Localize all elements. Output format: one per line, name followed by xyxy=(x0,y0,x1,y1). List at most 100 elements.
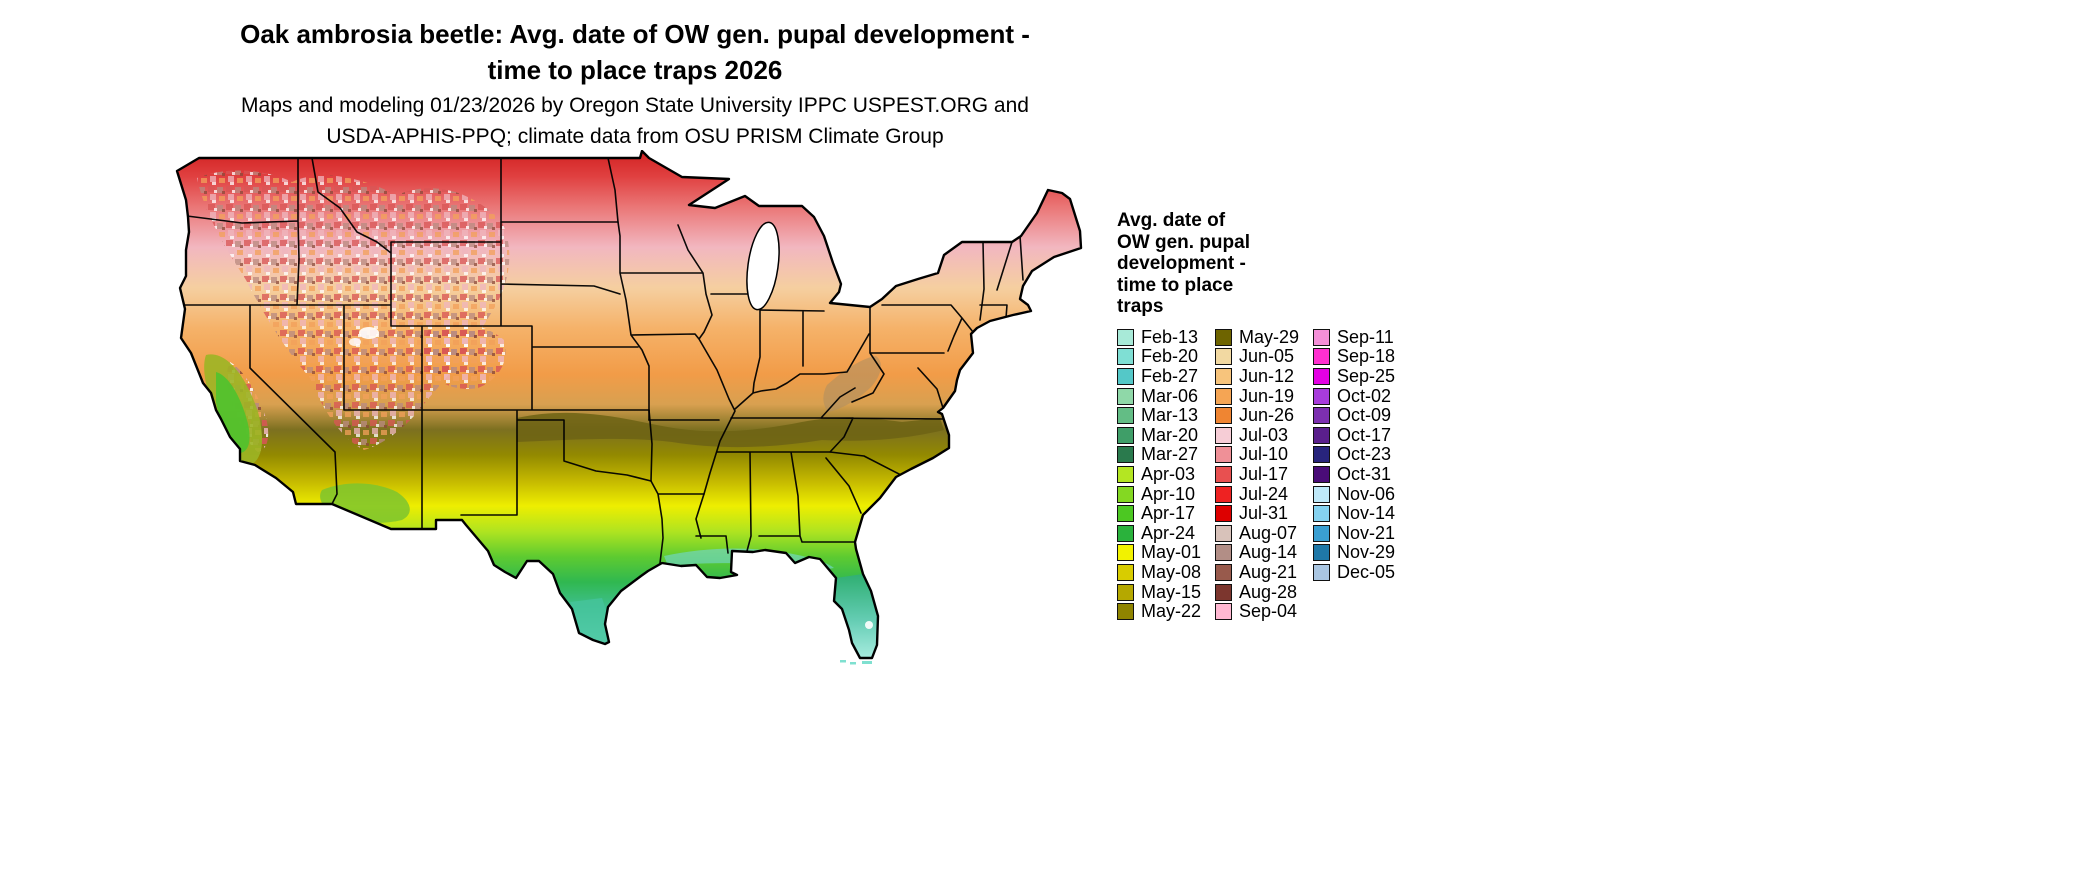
legend-swatch xyxy=(1117,465,1134,483)
legend-entry-label: Mar-13 xyxy=(1141,405,1199,426)
legend-entry: Jul-31 xyxy=(1215,503,1304,524)
legend-entry-label: Oct-02 xyxy=(1337,385,1392,406)
legend-entry: Jul-03 xyxy=(1215,425,1304,445)
legend-swatch xyxy=(1215,387,1232,405)
legend-entry: May-01 xyxy=(1117,542,1206,563)
legend-swatch xyxy=(1117,583,1134,601)
legend-entry: Oct-17 xyxy=(1313,425,1402,445)
legend-entry: Nov-29 xyxy=(1313,542,1402,563)
legend-entry: Mar-27 xyxy=(1117,444,1206,465)
legend-entry: Jun-19 xyxy=(1215,386,1304,406)
legend-swatch xyxy=(1215,348,1232,366)
legend-entry-label: Sep-11 xyxy=(1337,326,1394,347)
legend-entry-label: May-08 xyxy=(1141,561,1202,582)
legend-swatch xyxy=(1117,407,1134,425)
legend-entry-label: Oct-09 xyxy=(1337,405,1392,426)
salt-flats xyxy=(349,338,361,346)
legend-entry-label: Apr-24 xyxy=(1141,522,1196,543)
legend: Avg. date of OW gen. pupal development -… xyxy=(1117,210,1457,621)
lake-michigan xyxy=(746,221,780,311)
legend-entry-label: Aug-21 xyxy=(1239,561,1298,582)
legend-entry: Sep-25 xyxy=(1313,365,1402,387)
page-title: Oak ambrosia beetle: Avg. date of OW gen… xyxy=(170,16,1100,88)
legend-entry-label: Aug-28 xyxy=(1239,581,1298,602)
legend-swatch xyxy=(1215,407,1232,425)
legend-entry-label: Mar-06 xyxy=(1141,385,1199,406)
california-green-overlay xyxy=(216,372,250,453)
legend-swatch xyxy=(1117,603,1134,621)
state-borders xyxy=(181,157,1024,564)
legend-entry-label: Apr-03 xyxy=(1141,463,1196,484)
legend-swatch xyxy=(1313,367,1330,385)
page-title-line1: Oak ambrosia beetle: Avg. date of OW gen… xyxy=(240,19,1030,49)
legend-entry: Aug-14 xyxy=(1215,542,1304,563)
legend-entry-label: Sep-18 xyxy=(1337,346,1396,367)
legend-column: Sep-11 Sep-18 Sep-25 Oct-02 Oct-09 Oct-17 Oct-… xyxy=(1313,326,1402,583)
legend-entry-label: Apr-10 xyxy=(1141,483,1196,504)
page-title-line2: time to place traps 2026 xyxy=(487,55,783,85)
legend-entry-label: Aug-07 xyxy=(1239,522,1298,543)
legend-swatch xyxy=(1313,524,1330,542)
legend-entry: Apr-10 xyxy=(1117,484,1206,504)
legend-entry-label: Aug-14 xyxy=(1239,542,1298,563)
florida-keys xyxy=(840,660,872,665)
legend-swatch xyxy=(1313,465,1330,483)
legend-entry: Mar-06 xyxy=(1117,386,1206,406)
legend-entry: Sep-04 xyxy=(1215,601,1304,622)
page-subtitle: Maps and modeling 01/23/2026 by Oregon S… xyxy=(170,90,1100,152)
legend-swatch xyxy=(1215,367,1232,385)
great-salt-lake xyxy=(359,327,379,339)
legend-entry: Mar-13 xyxy=(1117,405,1206,426)
legend-swatch xyxy=(1215,603,1232,621)
legend-entry-label: May-29 xyxy=(1239,326,1300,347)
legend-swatch xyxy=(1117,544,1134,562)
us-map xyxy=(175,150,1083,665)
legend-swatch xyxy=(1117,485,1134,503)
legend-entry-label: Feb-13 xyxy=(1141,326,1199,347)
legend-entry-label: Nov-14 xyxy=(1337,503,1396,524)
legend-swatch xyxy=(1313,348,1330,366)
page-subtitle-line1: Maps and modeling 01/23/2026 by Oregon S… xyxy=(241,94,1029,117)
legend-entry: Dec-05 xyxy=(1313,562,1402,583)
legend-swatch xyxy=(1117,524,1134,542)
legend-swatch xyxy=(1313,544,1330,562)
legend-entry: Feb-20 xyxy=(1117,346,1206,367)
legend-swatch xyxy=(1117,348,1134,366)
legend-entry: Oct-02 xyxy=(1313,386,1402,406)
legend-swatch xyxy=(1117,387,1134,405)
legend-entry-label: Jun-12 xyxy=(1239,365,1295,386)
legend-entry-label: Nov-29 xyxy=(1337,542,1396,563)
legend-swatch xyxy=(1313,387,1330,405)
legend-swatch xyxy=(1215,328,1232,346)
legend-swatch xyxy=(1313,485,1330,503)
legend-entry: May-22 xyxy=(1117,601,1206,622)
legend-swatch xyxy=(1313,563,1330,581)
legend-entry-label: Jun-26 xyxy=(1239,405,1295,426)
legend-swatch xyxy=(1215,446,1232,464)
legend-entry: Jun-05 xyxy=(1215,346,1304,367)
rockies-overlay xyxy=(423,323,506,389)
legend-swatch xyxy=(1215,505,1232,523)
legend-entry: Feb-27 xyxy=(1117,366,1206,387)
western-mountains-overlay xyxy=(197,170,510,450)
legend-entry-label: Apr-17 xyxy=(1141,503,1196,524)
legend-entry-label: Mar-20 xyxy=(1141,424,1199,445)
legend-swatch xyxy=(1313,426,1330,444)
legend-entry: Sep-11 xyxy=(1313,326,1402,348)
legend-entry: Aug-07 xyxy=(1215,523,1304,543)
legend-swatch xyxy=(1117,328,1134,346)
legend-swatch xyxy=(1313,505,1330,523)
legend-swatch xyxy=(1117,505,1134,523)
legend-swatch xyxy=(1117,446,1134,464)
legend-swatch xyxy=(1215,583,1232,601)
legend-entry: Oct-31 xyxy=(1313,463,1402,485)
legend-entry-label: Sep-04 xyxy=(1239,601,1298,622)
legend-column: Feb-13 Feb-20 Feb-27 Mar-06 Mar-13 Mar-20 Mar-… xyxy=(1117,326,1206,622)
legend-entry-label: Sep-25 xyxy=(1337,365,1396,386)
page-subtitle-line2: USDA-APHIS-PPQ; climate data from OSU PR… xyxy=(326,125,944,148)
legend-entry: Jul-17 xyxy=(1215,464,1304,485)
lake-okeechobee xyxy=(865,621,873,629)
legend-swatch xyxy=(1215,485,1232,503)
legend-entry: May-08 xyxy=(1117,561,1206,583)
legend-entry-label: Oct-31 xyxy=(1337,463,1392,484)
